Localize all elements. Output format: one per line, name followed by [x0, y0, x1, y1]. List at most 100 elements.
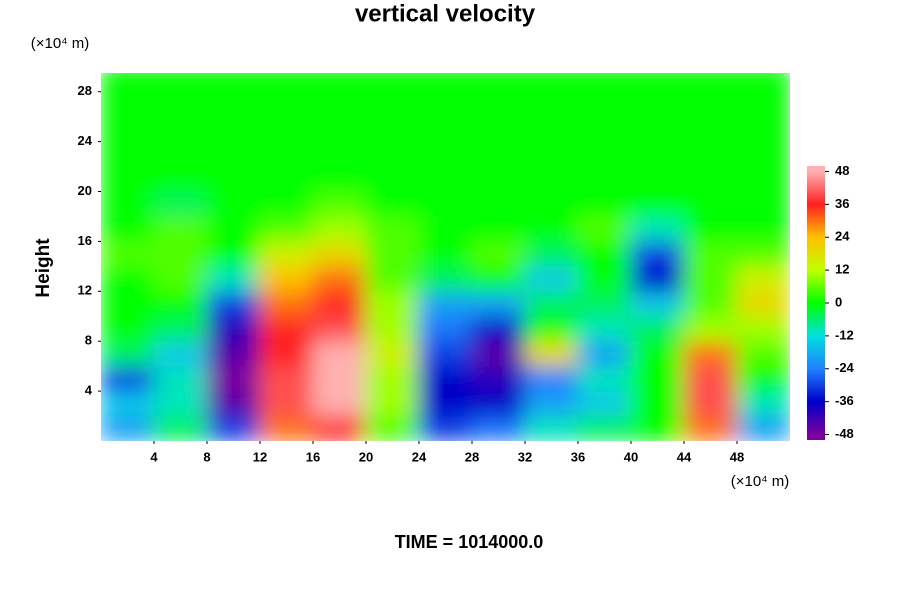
- field-cell: [577, 290, 632, 317]
- field-cell: [153, 290, 208, 317]
- field-cell: [524, 141, 579, 168]
- x-unit: (×10⁴ m): [731, 473, 790, 490]
- y-tick-label: 28: [78, 83, 92, 98]
- field-cell: [471, 390, 526, 417]
- field-cell: [312, 290, 367, 317]
- x-tick-label: 16: [306, 449, 320, 464]
- y-unit: (×10⁴ m): [31, 35, 90, 52]
- field-cell: [101, 215, 155, 242]
- field-cell: [365, 290, 420, 317]
- field-cell: [630, 365, 685, 392]
- field-cell: [524, 116, 579, 143]
- colorbar-tick-label: 48: [835, 163, 849, 178]
- x-tick-label: 44: [677, 449, 692, 464]
- field-cell: [577, 215, 632, 242]
- field-cell: [630, 265, 685, 292]
- field-cell: [683, 116, 738, 143]
- colorbar-tick-label: 24: [835, 229, 850, 244]
- field-cell: [259, 73, 314, 93]
- field-cell: [736, 290, 790, 317]
- field-cell: [683, 265, 738, 292]
- y-tick-label: 12: [78, 283, 92, 298]
- field-cell: [312, 390, 367, 417]
- field-cell: [365, 265, 420, 292]
- x-tick-label: 4: [150, 449, 158, 464]
- field-cell: [206, 390, 261, 417]
- field-cell: [577, 191, 632, 217]
- field-cell: [471, 315, 526, 342]
- field-cell: [577, 390, 632, 417]
- field-cell: [683, 240, 738, 267]
- field-cell: [577, 315, 632, 342]
- field-cell: [683, 91, 738, 118]
- field-cell: [524, 91, 579, 118]
- field-cell: [153, 365, 208, 392]
- field-cell: [206, 415, 261, 441]
- field-cell: [312, 73, 367, 93]
- field-cell: [471, 91, 526, 118]
- field-cell: [365, 365, 420, 392]
- field-cell: [101, 91, 155, 118]
- field-cell: [312, 91, 367, 118]
- field-cell: [524, 191, 579, 217]
- field-cell: [683, 390, 738, 417]
- field-cell: [259, 116, 314, 143]
- field-cell: [206, 141, 261, 168]
- x-tick-label: 28: [465, 449, 479, 464]
- field-cell: [630, 141, 685, 168]
- field-cell: [259, 290, 314, 317]
- field-cell: [630, 215, 685, 242]
- field-cell: [365, 191, 420, 217]
- field-cell: [365, 141, 420, 168]
- field-cell: [153, 73, 208, 93]
- x-tick-label: 40: [624, 449, 638, 464]
- field-cell: [630, 166, 685, 193]
- colorbar-tick-label: 0: [835, 294, 842, 309]
- field-cell: [683, 315, 738, 342]
- field-cell: [418, 315, 473, 342]
- field-cell: [524, 390, 579, 417]
- field-cell: [524, 240, 579, 267]
- field-cell: [259, 166, 314, 193]
- field-cell: [471, 290, 526, 317]
- field-cell: [206, 290, 261, 317]
- field-cell: [206, 315, 261, 342]
- field-cell: [736, 191, 790, 217]
- field-cell: [365, 91, 420, 118]
- field-cell: [524, 73, 579, 93]
- y-tick-label: 8: [85, 333, 92, 348]
- field-cell: [153, 390, 208, 417]
- field-cell: [471, 215, 526, 242]
- field-cell: [206, 365, 261, 392]
- field-cell: [259, 91, 314, 118]
- field-cell: [418, 166, 473, 193]
- field-cell: [312, 141, 367, 168]
- field-cell: [418, 365, 473, 392]
- field-cell: [736, 215, 790, 242]
- field-cell: [418, 116, 473, 143]
- field-cell: [153, 91, 208, 118]
- field-cell: [259, 390, 314, 417]
- field-cell: [577, 91, 632, 118]
- field-cell: [577, 166, 632, 193]
- field-cell: [524, 166, 579, 193]
- field-cell: [418, 73, 473, 93]
- field-cell: [312, 340, 367, 367]
- field-cell: [524, 215, 579, 242]
- field-cell: [206, 340, 261, 367]
- field-cell: [577, 73, 632, 93]
- field-cell: [577, 340, 632, 367]
- field-cell: [418, 91, 473, 118]
- field-cell: [736, 265, 790, 292]
- field-cell: [577, 240, 632, 267]
- x-tick-label: 24: [412, 449, 427, 464]
- x-tick-label: 32: [518, 449, 532, 464]
- colorbar-tick-label: -48: [835, 426, 854, 441]
- field-cell: [365, 166, 420, 193]
- field-cell: [471, 365, 526, 392]
- field-cell: [736, 340, 790, 367]
- field-cell: [206, 91, 261, 118]
- field-cell: [524, 415, 579, 441]
- field-cell: [736, 365, 790, 392]
